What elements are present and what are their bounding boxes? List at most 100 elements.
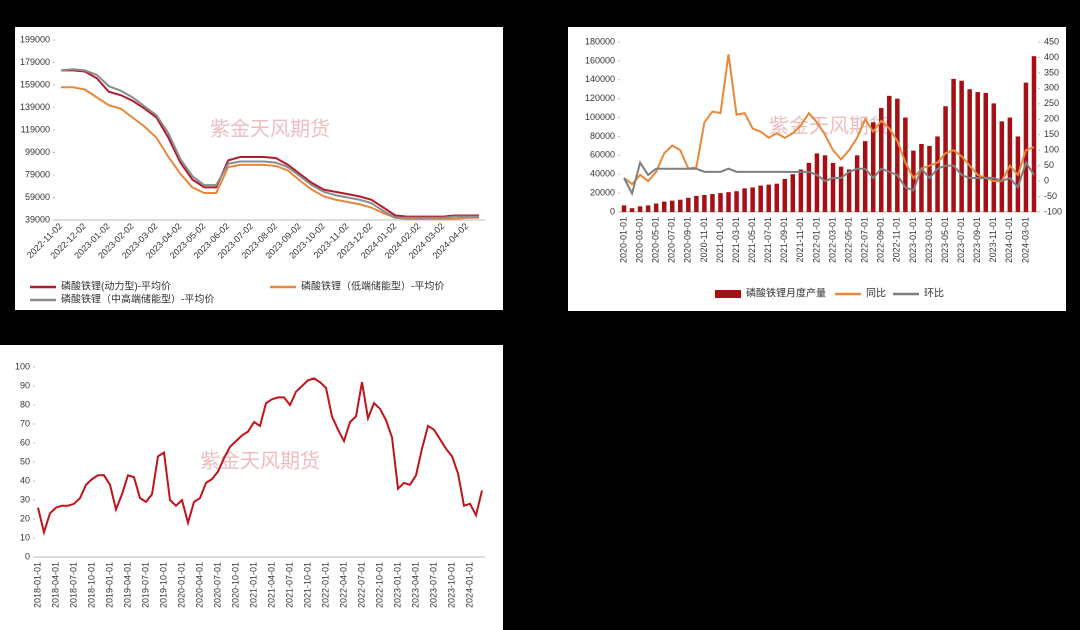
bar <box>1023 82 1029 212</box>
x-tick-label: 2023-11-01 <box>988 217 998 262</box>
bar <box>830 162 836 212</box>
y-tick-label: 160000 <box>585 55 615 65</box>
y2-tick-label: 450 <box>1044 36 1059 46</box>
watermark: 紫金天风期货 <box>210 117 330 140</box>
bar <box>975 92 980 212</box>
bar <box>621 205 627 212</box>
x-tick-label: 2023-10-01 <box>446 562 456 608</box>
panel <box>15 27 503 310</box>
y2-tick-label: 200 <box>1044 114 1059 124</box>
bar <box>653 203 659 212</box>
y-tick-label: 0 <box>25 551 30 561</box>
bar <box>718 193 723 212</box>
x-tick-label: 2021-09-01 <box>779 217 789 263</box>
bar <box>742 188 747 212</box>
bar <box>983 93 989 212</box>
bar <box>637 206 643 212</box>
bar <box>710 194 715 212</box>
bar <box>734 191 739 212</box>
y-tick-label: 100000 <box>585 112 615 122</box>
x-tick-label: 2022-11-01 <box>892 217 902 262</box>
x-tick-label: 2022-01-01 <box>811 217 821 263</box>
x-tick-label: 2023-05-01 <box>940 217 950 263</box>
x-tick-label: 2023-01-01 <box>908 217 918 263</box>
bar <box>798 169 804 212</box>
y-tick-label: 90 <box>20 380 30 390</box>
x-tick-label: 2018-10-01 <box>86 562 96 608</box>
bar <box>951 78 956 212</box>
bar <box>911 150 916 212</box>
x-tick-label: 2023-07-01 <box>428 562 438 608</box>
bar <box>895 98 900 212</box>
x-tick-label: 2021-01-01 <box>715 217 725 263</box>
x-tick-label: 2018-04-01 <box>50 562 60 608</box>
y-tick-label: 199000 <box>20 34 50 44</box>
x-tick-label: 2021-04-01 <box>266 562 276 608</box>
y-tick-label: 10 <box>20 532 30 542</box>
y2-tick-label: 250 <box>1044 98 1059 108</box>
bar <box>967 89 972 212</box>
legend-label: 磷酸铁锂（中高端储能型）-平均价 <box>61 293 214 306</box>
y-tick-label: 80 <box>20 399 30 409</box>
x-tick-label: 2024-01-01 <box>464 562 474 608</box>
bar <box>766 184 771 212</box>
line <box>60 86 480 220</box>
legend-swatch <box>715 290 741 298</box>
x-tick-label: 2020-09-01 <box>683 217 693 263</box>
x-tick-label: 2021-01-01 <box>248 562 258 608</box>
y-tick-label: 179000 <box>20 57 50 67</box>
x-tick-label: 2021-07-01 <box>284 562 294 608</box>
bar <box>846 169 852 212</box>
bar <box>870 122 876 212</box>
bar <box>661 201 667 212</box>
x-tick-label: 2022-04-01 <box>338 562 348 608</box>
x-tick-label: 2020-07-01 <box>212 562 222 608</box>
x-tick-label: 2021-10-01 <box>302 562 312 608</box>
x-tick-label: 2020-04-01 <box>194 562 204 608</box>
y-tick-label: 59000 <box>25 192 50 202</box>
y2-tick-label: 350 <box>1044 67 1059 77</box>
x-tick-label: 2020-07-01 <box>667 217 677 263</box>
y2-tick-label: 300 <box>1044 83 1059 93</box>
x-tick-label: 2021-11-01 <box>795 217 805 262</box>
x-tick-label: 2023-04-01 <box>410 562 420 608</box>
x-tick-label: 2021-07-01 <box>763 217 773 263</box>
x-tick-label: 2022-07-01 <box>860 217 870 263</box>
x-tick-label: 2023-07-01 <box>956 217 966 263</box>
y-tick-label: 120000 <box>585 93 615 103</box>
x-tick-label: 2022-10-01 <box>374 562 384 608</box>
y-tick-label: 20 <box>20 513 30 523</box>
y-tick-label: 100 <box>15 361 30 371</box>
bar <box>999 121 1005 212</box>
y-tick-label: 180000 <box>585 36 615 46</box>
legend-label: 磷酸铁锂(动力型)-平均价 <box>61 280 171 293</box>
x-tick-label: 2020-11-01 <box>699 217 709 262</box>
y-tick-label: 119000 <box>21 124 50 134</box>
bar <box>943 106 948 212</box>
x-tick-label: 2020-01-01 <box>176 562 186 608</box>
bar <box>814 153 820 212</box>
bar <box>919 144 924 212</box>
bar <box>854 155 860 212</box>
y2-tick-label: -50 <box>1044 191 1057 201</box>
bar <box>887 95 892 212</box>
y-tick-label: 140000 <box>585 74 615 84</box>
bar <box>959 80 964 212</box>
bar <box>758 185 763 212</box>
y-tick-label: 80000 <box>590 131 615 141</box>
y2-tick-label: 0 <box>1044 175 1049 185</box>
line <box>623 160 1035 197</box>
legend-label: 环比 <box>924 288 944 300</box>
y-tick-label: 50 <box>20 456 30 466</box>
bar <box>878 108 884 212</box>
x-tick-label: 2020-05-01 <box>651 217 661 263</box>
y-tick-label: 159000 <box>20 79 50 89</box>
bar <box>694 195 699 212</box>
x-tick-label: 2022-09-01 <box>876 217 886 263</box>
x-tick-label: 2024-01-01 <box>1004 217 1014 263</box>
x-tick-label: 2020-10-01 <box>230 562 240 608</box>
bar <box>629 208 635 212</box>
bar <box>838 166 844 212</box>
x-tick-label: 2020-01-01 <box>618 217 628 263</box>
